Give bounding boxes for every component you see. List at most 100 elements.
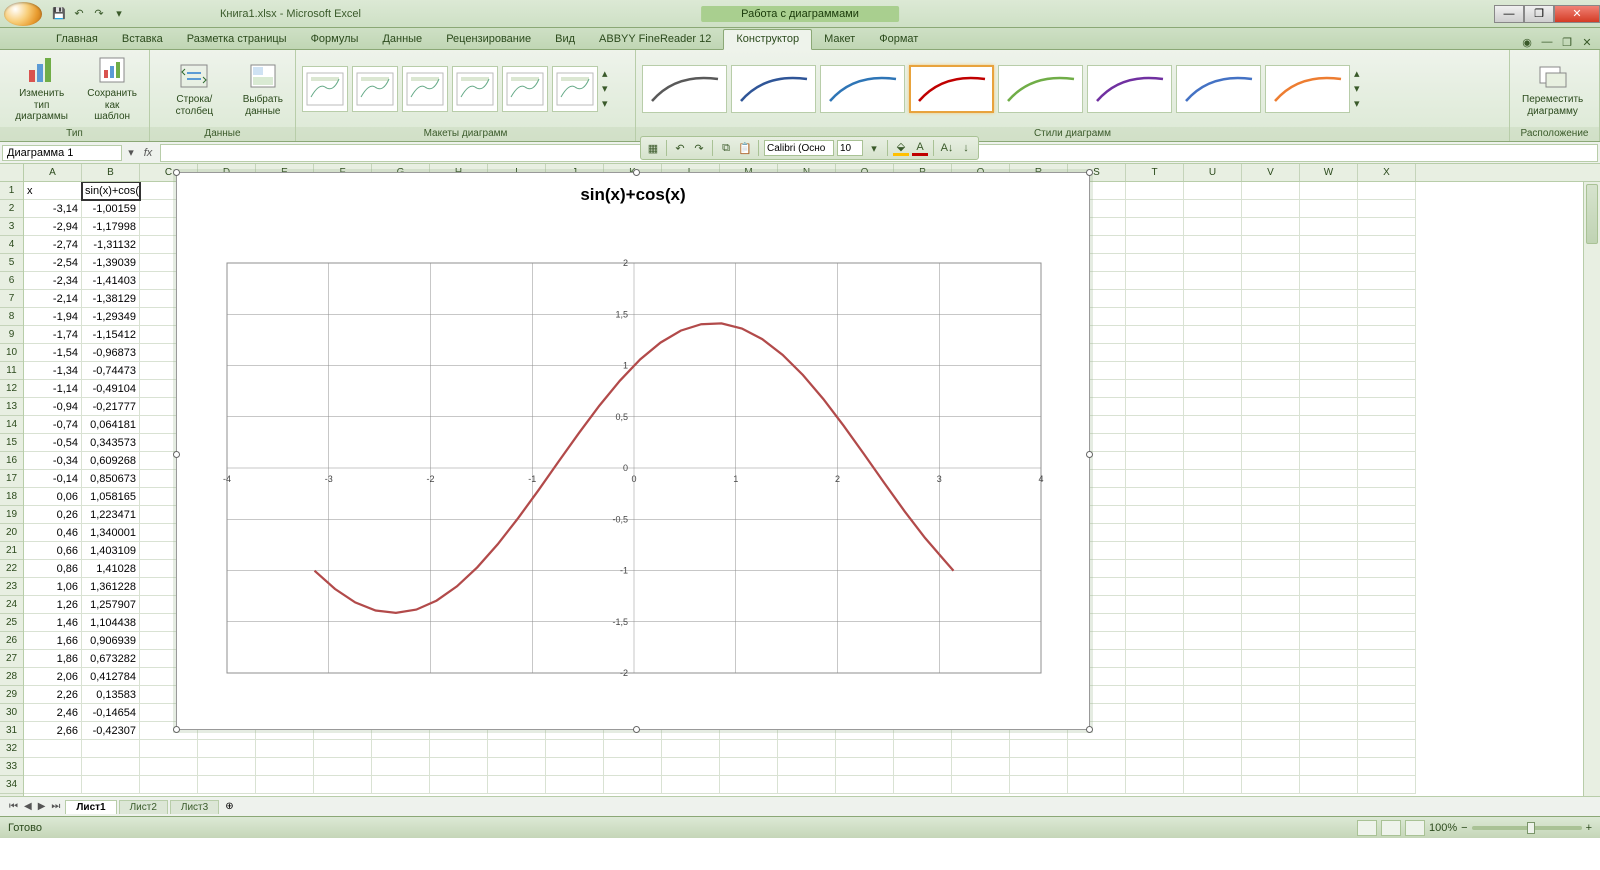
cell-U32[interactable] <box>1184 740 1242 758</box>
worksheet-grid[interactable]: ABCDEFGHIJKLMNOPQRSTUVWX 123456789101112… <box>0 164 1600 796</box>
select-data-button[interactable]: Выбрать данные <box>237 58 289 119</box>
cell-G33[interactable] <box>372 758 430 776</box>
cell-A11[interactable]: -1,34 <box>24 362 82 380</box>
cell-T30[interactable] <box>1126 704 1184 722</box>
change-chart-type-button[interactable]: Изменить тип диаграммы <box>6 52 77 125</box>
cell-W1[interactable] <box>1300 182 1358 200</box>
chart-object[interactable]: sin(x)+cos(x) 21,510,50-0,5-1-1,5-2-4-3-… <box>176 172 1090 730</box>
cell-Q33[interactable] <box>952 758 1010 776</box>
fx-icon[interactable]: fx <box>138 147 158 159</box>
cell-X5[interactable] <box>1358 254 1416 272</box>
cell-T16[interactable] <box>1126 452 1184 470</box>
fill-color-icon[interactable]: ⬙ <box>893 140 909 156</box>
cell-F32[interactable] <box>314 740 372 758</box>
cell-B8[interactable]: -1,29349 <box>82 308 140 326</box>
cell-I33[interactable] <box>488 758 546 776</box>
cell-B31[interactable]: -0,42307 <box>82 722 140 740</box>
cell-O32[interactable] <box>836 740 894 758</box>
cell-N32[interactable] <box>778 740 836 758</box>
cell-T29[interactable] <box>1126 686 1184 704</box>
row-header-6[interactable]: 6 <box>0 272 23 290</box>
style-thumb-3[interactable] <box>909 65 994 113</box>
cell-V34[interactable] <box>1242 776 1300 794</box>
cell-W20[interactable] <box>1300 524 1358 542</box>
font-color-icon[interactable]: A <box>912 140 928 156</box>
cell-D32[interactable] <box>198 740 256 758</box>
cell-W4[interactable] <box>1300 236 1358 254</box>
cell-V19[interactable] <box>1242 506 1300 524</box>
row-header-21[interactable]: 21 <box>0 542 23 560</box>
cell-V14[interactable] <box>1242 416 1300 434</box>
select-all-corner[interactable] <box>0 164 24 181</box>
style-thumb-2[interactable] <box>820 65 905 113</box>
cell-A22[interactable]: 0,86 <box>24 560 82 578</box>
cell-T22[interactable] <box>1126 560 1184 578</box>
sort-desc-icon[interactable]: ↓ <box>958 140 974 156</box>
cell-T12[interactable] <box>1126 380 1184 398</box>
cell-A17[interactable]: -0,14 <box>24 470 82 488</box>
cell-V21[interactable] <box>1242 542 1300 560</box>
cell-U20[interactable] <box>1184 524 1242 542</box>
cell-V12[interactable] <box>1242 380 1300 398</box>
col-header-X[interactable]: X <box>1358 164 1416 181</box>
cell-U30[interactable] <box>1184 704 1242 722</box>
cell-X10[interactable] <box>1358 344 1416 362</box>
cell-D33[interactable] <box>198 758 256 776</box>
cell-U9[interactable] <box>1184 326 1242 344</box>
cell-S33[interactable] <box>1068 758 1126 776</box>
cell-T23[interactable] <box>1126 578 1184 596</box>
cell-V28[interactable] <box>1242 668 1300 686</box>
cell-U10[interactable] <box>1184 344 1242 362</box>
cell-B26[interactable]: 0,906939 <box>82 632 140 650</box>
cell-A14[interactable]: -0,74 <box>24 416 82 434</box>
cell-A5[interactable]: -2,54 <box>24 254 82 272</box>
row-header-33[interactable]: 33 <box>0 758 23 776</box>
cell-B4[interactable]: -1,31132 <box>82 236 140 254</box>
cell-W22[interactable] <box>1300 560 1358 578</box>
cell-B28[interactable]: 0,412784 <box>82 668 140 686</box>
view-normal-button[interactable] <box>1357 820 1377 836</box>
cell-J34[interactable] <box>546 776 604 794</box>
row-header-24[interactable]: 24 <box>0 596 23 614</box>
cell-U23[interactable] <box>1184 578 1242 596</box>
cell-B15[interactable]: 0,343573 <box>82 434 140 452</box>
chart-area-icon[interactable]: ▦ <box>645 140 661 156</box>
cell-R33[interactable] <box>1010 758 1068 776</box>
cell-U27[interactable] <box>1184 650 1242 668</box>
cell-W3[interactable] <box>1300 218 1358 236</box>
row-headers[interactable]: 1234567891011121314151617181920212223242… <box>0 182 24 796</box>
cell-U24[interactable] <box>1184 596 1242 614</box>
cell-T17[interactable] <box>1126 470 1184 488</box>
cell-A13[interactable]: -0,94 <box>24 398 82 416</box>
cell-T18[interactable] <box>1126 488 1184 506</box>
cell-F34[interactable] <box>314 776 372 794</box>
cell-U7[interactable] <box>1184 290 1242 308</box>
cell-W6[interactable] <box>1300 272 1358 290</box>
cell-V6[interactable] <box>1242 272 1300 290</box>
row-header-8[interactable]: 8 <box>0 308 23 326</box>
undo-mini-icon[interactable]: ↶ <box>672 140 688 156</box>
cell-X27[interactable] <box>1358 650 1416 668</box>
cell-B18[interactable]: 1,058165 <box>82 488 140 506</box>
cell-W34[interactable] <box>1300 776 1358 794</box>
col-header-B[interactable]: B <box>82 164 140 181</box>
cell-X16[interactable] <box>1358 452 1416 470</box>
cell-B13[interactable]: -0,21777 <box>82 398 140 416</box>
tab-ABBYY FineReader 12[interactable]: ABBYY FineReader 12 <box>587 30 723 49</box>
cell-U12[interactable] <box>1184 380 1242 398</box>
col-header-T[interactable]: T <box>1126 164 1184 181</box>
close-button[interactable]: ✕ <box>1554 5 1600 23</box>
cell-W10[interactable] <box>1300 344 1358 362</box>
layout-thumb-1[interactable] <box>352 66 398 112</box>
cell-A9[interactable]: -1,74 <box>24 326 82 344</box>
layout-thumb-0[interactable] <box>302 66 348 112</box>
cell-T31[interactable] <box>1126 722 1184 740</box>
cell-B22[interactable]: 1,41028 <box>82 560 140 578</box>
tab-Макет[interactable]: Макет <box>812 30 867 49</box>
style-thumb-4[interactable] <box>998 65 1083 113</box>
cell-V15[interactable] <box>1242 434 1300 452</box>
cell-B27[interactable]: 0,673282 <box>82 650 140 668</box>
cell-V20[interactable] <box>1242 524 1300 542</box>
cell-X30[interactable] <box>1358 704 1416 722</box>
cell-B19[interactable]: 1,223471 <box>82 506 140 524</box>
